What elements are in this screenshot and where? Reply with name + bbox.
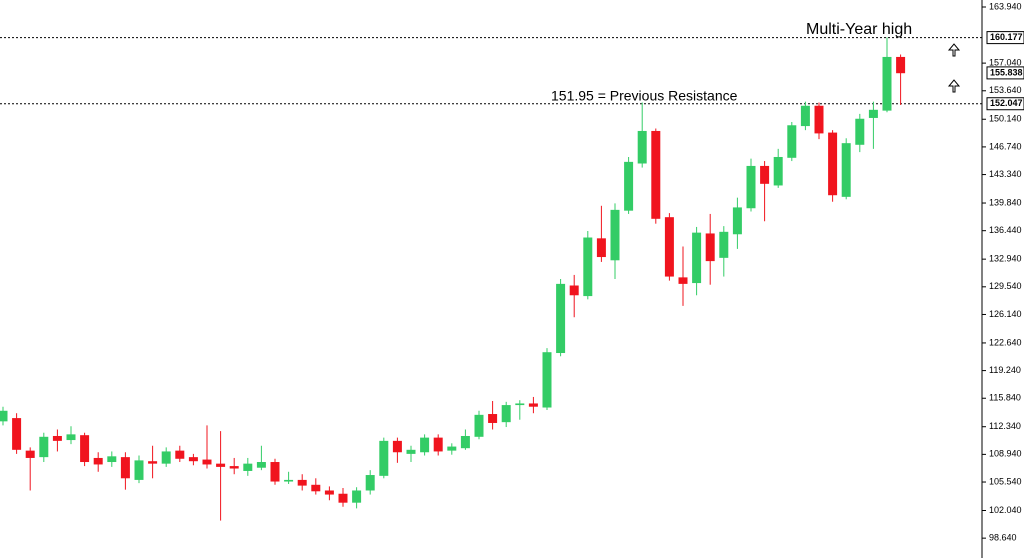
candle-body (297, 479, 307, 486)
candle-body (134, 460, 144, 480)
y-tick-label: 136.440 (989, 225, 1022, 235)
candle-body (66, 434, 76, 441)
y-tick-label: 119.240 (989, 365, 1021, 375)
candle-body (841, 143, 851, 197)
candle-body (515, 403, 525, 406)
candle-body (392, 440, 402, 453)
candle-body (678, 277, 688, 284)
candle-body (120, 457, 130, 479)
y-tick-label: 153.640 (989, 85, 1022, 95)
candle-body (406, 449, 416, 454)
candle-body (719, 231, 729, 258)
candle-body (93, 457, 103, 465)
candle-body (773, 156, 783, 186)
candle-body (460, 435, 470, 449)
candle-body (542, 352, 552, 408)
y-tick-label: 112.340 (989, 421, 1021, 431)
candle-body (148, 461, 158, 464)
y-tick-label: 139.840 (989, 197, 1022, 207)
up-arrow-icon (947, 43, 961, 57)
candle-body (882, 56, 892, 111)
candle-body (814, 105, 824, 134)
candle-body (39, 436, 49, 458)
candle-body (25, 450, 35, 458)
price-label: 160.177 (990, 32, 1023, 42)
y-tick-label: 108.940 (989, 449, 1022, 459)
candle-body (270, 462, 280, 482)
up-arrow-icon (947, 79, 961, 93)
candle-body (433, 437, 443, 452)
candle-body (80, 435, 90, 463)
candle-body (216, 463, 226, 467)
candle-body (202, 459, 212, 465)
candle-body (256, 462, 266, 468)
candle-body (569, 285, 579, 296)
y-tick-label: 98.640 (989, 533, 1017, 543)
candle-body (760, 165, 770, 184)
candle-body (352, 490, 362, 503)
candle-body (746, 165, 756, 209)
candle-body (447, 446, 457, 451)
candle-body (651, 130, 661, 219)
candle-body (637, 130, 647, 164)
price-label-box (986, 31, 1024, 45)
candle-body (664, 217, 674, 277)
candle-body (188, 457, 198, 462)
candle-body (705, 233, 715, 262)
y-tick-label: 126.140 (989, 309, 1022, 319)
candle-body (800, 105, 810, 127)
candle-body (52, 435, 62, 441)
candle-body (501, 405, 511, 423)
candle-body (311, 484, 321, 492)
candle-body (610, 209, 620, 261)
candle-body (692, 232, 702, 284)
candle-body (488, 414, 498, 423)
price-label: 152.047 (990, 98, 1023, 108)
y-tick-label: 102.040 (989, 505, 1022, 515)
candle-body (0, 410, 8, 422)
candle-body (732, 207, 742, 235)
candle-body (583, 237, 593, 297)
candle-body (229, 466, 239, 469)
y-tick-label: 146.740 (989, 141, 1022, 151)
candle-body (868, 109, 878, 118)
price-label-box (986, 66, 1024, 80)
candle-body (828, 132, 838, 196)
y-tick-label: 163.940 (989, 1, 1022, 11)
candle-body (855, 118, 865, 145)
candle-body (596, 238, 606, 258)
y-tick-label: 143.340 (989, 169, 1022, 179)
candle-body (896, 56, 906, 74)
candle-body (787, 125, 797, 158)
candle-body (365, 475, 375, 491)
candle-body (338, 493, 348, 503)
candle-body (624, 161, 634, 211)
candle-body (243, 463, 253, 471)
candle-body (420, 437, 430, 453)
candle-body (284, 479, 294, 482)
annotation: 151.95 = Previous Resistance (551, 88, 738, 104)
y-tick-label: 115.840 (989, 393, 1021, 403)
candle-body (107, 456, 117, 463)
candle-body (474, 414, 484, 437)
y-tick-label: 150.140 (989, 114, 1022, 124)
candle-body (12, 418, 22, 450)
candle-body (379, 440, 389, 476)
candle-body (556, 283, 566, 354)
y-tick-label: 122.640 (989, 337, 1022, 347)
annotation: Multi-Year high (806, 21, 912, 38)
candle-body (175, 450, 185, 459)
price-label-box (986, 97, 1024, 111)
price-label: 155.838 (990, 67, 1023, 77)
y-tick-label: 132.940 (989, 254, 1022, 264)
y-tick-label: 157.040 (989, 57, 1022, 67)
candle-body (161, 451, 171, 464)
candle-body (324, 490, 334, 495)
candle-body (528, 403, 538, 407)
y-tick-label: 105.540 (989, 476, 1022, 486)
y-tick-label: 129.540 (989, 281, 1022, 291)
